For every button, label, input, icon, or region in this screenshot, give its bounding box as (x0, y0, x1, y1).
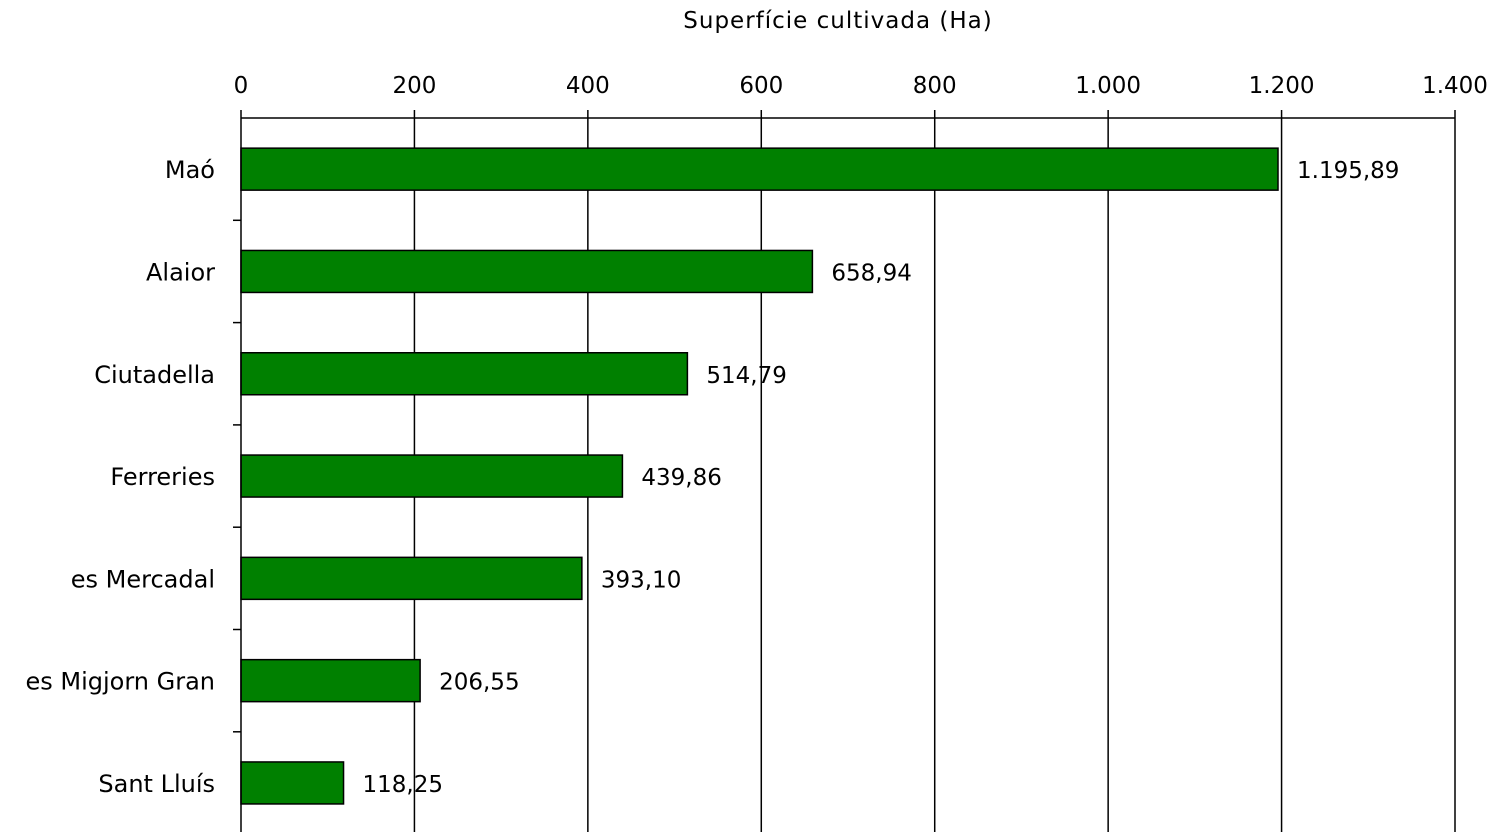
bar (240, 454, 624, 498)
category-label: Ciutadella (94, 361, 215, 389)
bar (240, 761, 345, 805)
x-tick-label: 600 (739, 73, 783, 99)
x-tick-label: 1.200 (1249, 73, 1315, 99)
labels: 0 200 400 600 800 1.000 1.200 1.400 Maó 1.195,89 A… (25, 73, 1487, 798)
x-axis-title: Superfície cultivada (Ha) (683, 8, 992, 34)
value-label: 206,55 (439, 670, 519, 696)
value-label: 514,79 (706, 363, 786, 389)
bar (240, 147, 1279, 191)
value-label: 1.195,89 (1297, 158, 1399, 184)
category-label: Sant Lluís (98, 770, 215, 798)
category-label: Ferreries (110, 463, 215, 491)
x-tick-label: 400 (566, 73, 610, 99)
axes (233, 110, 1456, 832)
gridlines (413, 118, 1456, 832)
x-tick-label: 1.000 (1075, 73, 1141, 99)
bars (240, 147, 1279, 805)
x-tick-label: 200 (392, 73, 436, 99)
bar (240, 352, 689, 396)
bar (240, 658, 421, 703)
bar (240, 249, 814, 294)
category-label: Alaior (146, 258, 215, 286)
value-label: 118,25 (363, 772, 443, 798)
value-label: 658,94 (831, 260, 911, 286)
category-label: es Mercadal (71, 565, 215, 593)
x-tick-label: 1.400 (1422, 73, 1488, 99)
x-tick-label: 800 (913, 73, 957, 99)
category-label: Maó (165, 156, 215, 184)
bar (240, 556, 583, 601)
value-label: 393,10 (601, 567, 681, 593)
value-label: 439,86 (641, 465, 721, 491)
x-tick-label: 0 (234, 73, 249, 99)
category-label: es Migjorn Gran (25, 668, 215, 696)
